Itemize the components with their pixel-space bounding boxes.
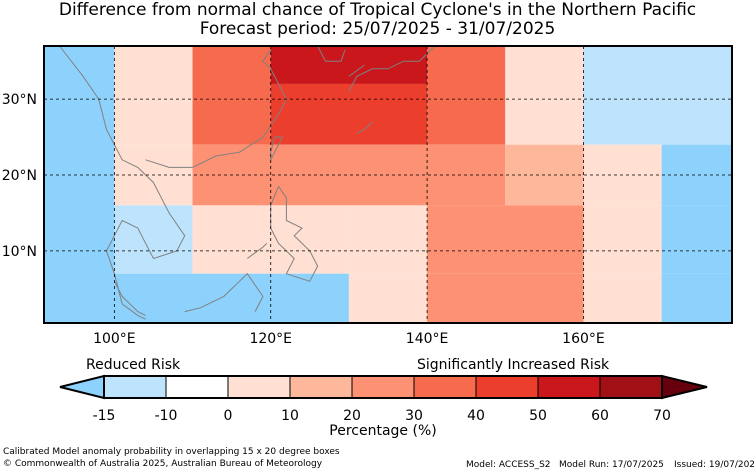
anomaly-cell <box>427 46 506 145</box>
anomaly-cell <box>427 273 584 323</box>
anomaly-cell <box>270 46 428 84</box>
colorbar-segment <box>351 375 415 399</box>
anomaly-cell <box>192 46 271 145</box>
colorbar-segment <box>599 375 663 399</box>
map-frame <box>43 45 733 324</box>
coastline <box>356 121 373 134</box>
colorbar-segment <box>227 375 291 399</box>
coastline <box>270 136 284 161</box>
lat-tick-label: 10°N <box>2 244 37 260</box>
colorbar-segment <box>103 375 167 399</box>
colorbar-segment <box>537 375 601 399</box>
colorbar-segment <box>289 375 353 399</box>
lon-tick-label: 120°E <box>249 331 292 347</box>
coastline <box>348 45 436 92</box>
colorbar-tick-label: -10 <box>155 408 178 424</box>
anomaly-cell <box>44 46 115 323</box>
anomaly-cell <box>583 205 662 274</box>
colorbar-tick-label: 10 <box>281 408 299 424</box>
colorbar-tick-label: 30 <box>405 408 423 424</box>
colorbar-over-arrow <box>661 374 708 400</box>
colorbar-tick-label: 70 <box>653 408 671 424</box>
model-name: Model: ACCESS_S2 <box>466 460 551 470</box>
colorbar-tick-label: 40 <box>467 408 485 424</box>
anomaly-cell <box>583 273 662 323</box>
anomaly-cell <box>505 46 584 145</box>
coastline <box>247 242 268 259</box>
lon-tick-label: 100°E <box>93 331 136 347</box>
colorbar-tick-label: 60 <box>591 408 609 424</box>
footer-note: Calibrated Model anomaly probability in … <box>3 447 340 457</box>
lat-tick-label: 30°N <box>2 92 37 108</box>
reduced-risk-caption: Reduced Risk <box>86 357 181 373</box>
increased-risk-caption: Significantly Increased Risk <box>417 357 610 373</box>
lon-tick-label: 140°E <box>406 331 449 347</box>
colorbar-frame <box>103 375 663 399</box>
anomaly-cell <box>661 205 732 274</box>
anomaly-cell <box>114 46 193 145</box>
forecast-period: Forecast period: 25/07/2025 - 31/07/2025 <box>199 19 556 39</box>
anomaly-cell <box>348 273 428 323</box>
anomaly-cell <box>427 205 584 274</box>
colorbar-under-arrow <box>59 374 105 400</box>
coastline <box>270 186 319 282</box>
coastline <box>317 45 346 62</box>
coastline <box>113 281 146 316</box>
colorbar-label: Percentage (%) <box>329 423 436 439</box>
colorbar-tick-label: 0 <box>224 408 233 424</box>
colorbar-tick-label: -15 <box>93 408 116 424</box>
anomaly-cell <box>114 273 349 323</box>
colorbar-tick-label: 50 <box>529 408 547 424</box>
anomaly-cell <box>114 205 193 274</box>
colorbar-segment <box>165 375 229 399</box>
lat-tick-label: 20°N <box>2 168 37 184</box>
anomaly-cell <box>270 83 428 145</box>
coastline <box>348 64 365 77</box>
anomaly-cell <box>583 46 732 145</box>
copyright: © Commonwealth of Australia 2025, Austra… <box>3 459 323 469</box>
colorbar-tick-label: 20 <box>343 408 361 424</box>
lon-tick-label: 160°E <box>562 331 605 347</box>
anomaly-cell <box>661 144 732 206</box>
model-run: Model Run: 17/07/2025 <box>559 460 664 470</box>
anomaly-cell <box>661 273 732 323</box>
issued-date: Issued: 19/07/2025 <box>674 460 755 470</box>
colorbar-segment <box>475 375 539 399</box>
coastline <box>184 272 264 313</box>
anomaly-cell <box>348 205 428 274</box>
chart-title: Difference from normal chance of Tropica… <box>58 0 697 20</box>
colorbar-segment <box>413 375 477 399</box>
